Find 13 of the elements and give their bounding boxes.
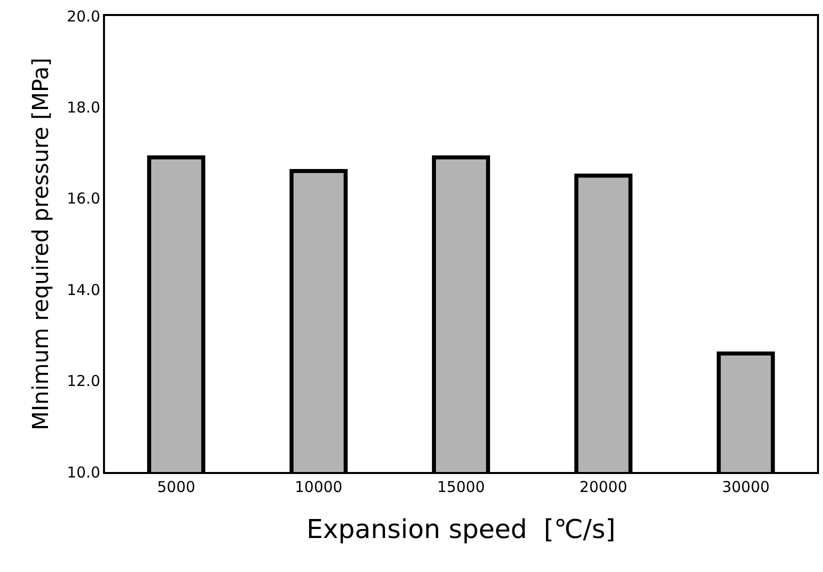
x-tick-label: 5000 (157, 478, 196, 496)
y-tick-label: 10.0 (66, 463, 100, 482)
x-tick-label: 20000 (580, 478, 628, 496)
x-tick-label: 15000 (437, 478, 485, 496)
x-axis-title: Expansion speed [℃/s] (306, 514, 616, 545)
y-tick-label: 12.0 (66, 372, 100, 390)
x-tick-label: 30000 (722, 478, 770, 496)
y-tick-label: 16.0 (66, 190, 100, 208)
y-tick-label: 18.0 (66, 98, 100, 116)
y-tick-label: 20.0 (66, 7, 100, 26)
y-tick-label: 14.0 (66, 280, 100, 299)
y-axis-title: MInimum required pressure [MPa] (29, 58, 54, 430)
x-tick-label: 10000 (294, 478, 342, 496)
